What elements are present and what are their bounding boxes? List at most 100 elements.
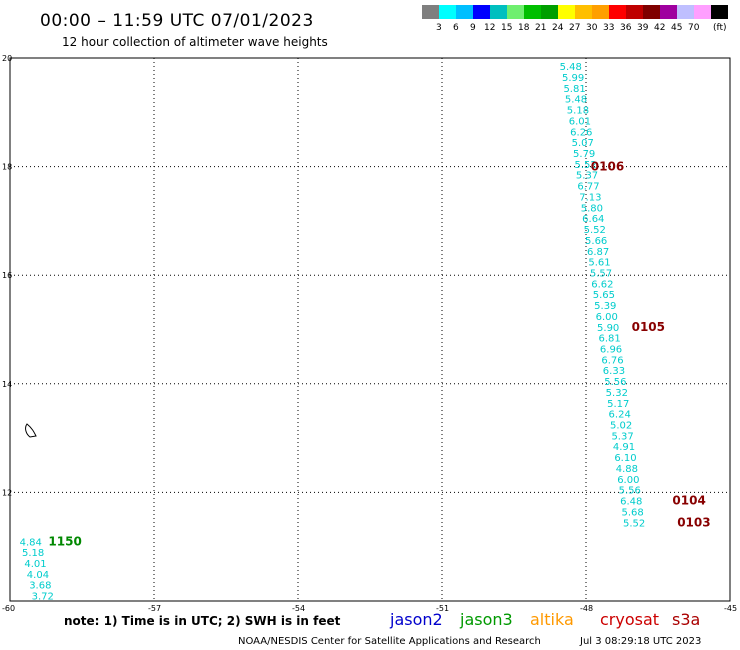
swh-value-label: 4.91 [613,442,635,453]
colorbar-swatch [660,5,677,19]
colorbar-swatch [711,5,728,19]
swh-value-label: 6.76 [601,355,623,366]
swh-value-label: 5.37 [576,171,598,182]
pass-time-label: 0105 [632,320,665,334]
colorbar-label: 9 [470,23,476,33]
swh-value-label: 5.66 [585,236,607,247]
y-tick-label: 12 [2,488,12,497]
swh-value-label: 5.80 [581,203,603,214]
colorbar-swatch [626,5,643,19]
axis-ticks: -60 -57 -54 -51 -48 -45 12 14 16 18 20 [2,54,737,613]
colorbar-swatch [473,5,490,19]
x-tick-label: -54 [292,604,305,613]
swh-value-label: 5.39 [594,301,616,312]
swh-value-label: 5.18 [567,106,589,117]
swh-value-label: 5.56 [619,486,641,497]
swh-value-label: 5.61 [588,258,610,269]
y-tick-label: 20 [2,54,12,63]
swh-value-label: 5.48 [565,95,587,106]
swh-value-label: 6.96 [600,345,622,356]
colorbar-swatch [643,5,660,19]
colorbar-swatch [592,5,609,19]
colorbar-label: 3 [436,23,442,33]
swh-value-label: 3.72 [32,592,54,603]
colorbar-swatch [575,5,592,19]
pass-time-label: 1150 [48,534,81,548]
colorbar-swatch [490,5,507,19]
x-tick-label: -60 [2,604,15,613]
timestamp-text: Jul 3 08:29:18 UTC 2023 [579,636,701,647]
swh-value-label: 6.24 [609,410,631,421]
swh-value-label: 6.26 [570,127,592,138]
swh-points: 5.485.995.815.485.186.016.265.075.795.52… [20,62,646,602]
swh-value-label: 5.48 [560,62,582,73]
colorbar-swatch [507,5,524,19]
colorbar-label: 27 [569,23,580,33]
x-tick-label: -57 [148,604,161,613]
colorbar-label: 36 [620,23,632,33]
colorbar-swatch [609,5,626,19]
colorbar-swatch [694,5,711,19]
colorbar-swatch [541,5,558,19]
chart-title: 00:00 – 11:59 UTC 07/01/2023 [40,11,314,31]
x-tick-label: -51 [436,604,449,613]
swh-value-label: 6.64 [582,214,604,225]
swh-value-label: 5.81 [563,84,585,95]
swh-value-label: 5.52 [584,225,606,236]
swh-value-label: 5.57 [590,268,612,279]
pass-time-label: 0103 [677,515,710,529]
swh-value-label: 5.79 [573,149,595,160]
x-tick-label: -48 [580,604,593,613]
island-outline [25,423,37,438]
colorbar-label: 21 [535,23,546,33]
chart-subtitle: 12 hour collection of altimeter wave hei… [62,35,328,49]
colorbar-swatch [422,5,439,19]
legend-item-jason2: jason2 [389,610,443,629]
colorbar-label: 33 [603,23,614,33]
swh-value-label: 6.81 [598,334,620,345]
colorbar-label: 45 [671,23,682,33]
swh-value-label: 5.17 [607,399,629,410]
swh-value-label: 6.77 [577,182,599,193]
colorbar-label: 12 [484,23,495,33]
swh-value-label: 5.68 [622,507,644,518]
swh-value-label: 5.52 [623,518,645,529]
colorbar-swatch [456,5,473,19]
colorbar-swatch [439,5,456,19]
swh-value-label: 5.32 [606,388,628,399]
swh-value-label: 6.00 [596,312,618,323]
colorbar-swatch [524,5,541,19]
swh-value-label: 5.99 [562,73,584,84]
swh-value-label: 4.01 [24,559,46,570]
y-tick-label: 18 [2,163,12,172]
swh-value-label: 4.84 [20,537,42,548]
plot-frame [9,57,731,602]
swh-value-label: 4.04 [27,570,49,581]
colorbar-label: 42 [654,23,665,33]
legend-item-altika: altika [530,610,574,629]
colorbar-label: 70 [688,23,700,33]
plot-grid [10,58,730,601]
pass-time-label: 0106 [591,160,624,174]
colorbar-label: 39 [637,23,649,33]
swh-value-label: 6.00 [617,475,639,486]
colorbar-legend: 3 6 9 12 15 18 21 24 27 30 33 36 39 42 45 70 (ft) [422,5,728,33]
swh-value-label: 5.37 [611,431,633,442]
units-note: note: 1) Time is in UTC; 2) SWH is in fe… [64,614,341,628]
pass-time-labels: 0106 0105 0104 0103 1150 [48,160,710,549]
swh-value-label: 6.62 [591,279,613,290]
legend-item-cryosat: cryosat [600,610,659,629]
swh-value-label: 4.88 [616,464,638,475]
colorbar-label: (ft) [713,23,727,33]
colorbar-swatch [677,5,694,19]
swh-value-label: 3.68 [29,581,51,592]
swh-value-label: 6.87 [587,247,609,258]
y-tick-label: 16 [2,271,12,280]
swh-value-label: 6.01 [569,116,591,127]
swh-value-label: 5.02 [610,421,632,432]
colorbar-label: 18 [518,23,530,33]
x-tick-label: -45 [724,604,737,613]
legend-item-jason3: jason3 [459,610,513,629]
colorbar-label: 30 [586,23,598,33]
